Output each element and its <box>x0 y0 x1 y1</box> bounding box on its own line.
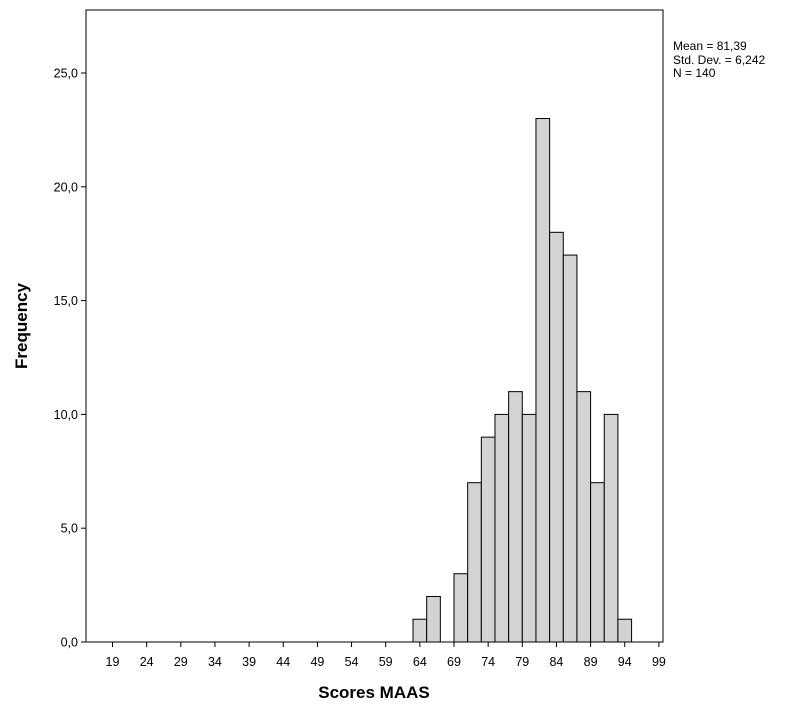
mean-stat: Mean = 81,39 <box>673 39 747 53</box>
x-tick-label: 34 <box>208 655 222 669</box>
x-tick-label: 24 <box>140 655 154 669</box>
x-tick-label: 69 <box>447 655 461 669</box>
histogram-bar <box>535 118 551 643</box>
std-dev-stat: Std. Dev. = 6,242 <box>673 52 766 67</box>
y-tick-label: 0,0 <box>61 636 78 650</box>
x-tick-label: 84 <box>549 655 563 669</box>
histogram-bar <box>590 482 605 643</box>
histogram-bar <box>412 618 428 643</box>
x-tick-label: 94 <box>618 655 632 669</box>
x-axis: 19 24 29 34 39 44 49 54 59 64 69 74 79 84 89 94 99 <box>106 642 666 669</box>
x-tick-label: 39 <box>242 655 256 669</box>
x-tick-label: 74 <box>481 655 495 669</box>
histogram-bar <box>603 413 619 643</box>
histogram-bar <box>617 618 633 643</box>
x-tick-label: 59 <box>379 655 393 669</box>
x-tick-label: 99 <box>652 655 666 669</box>
summary-statistics: Mean = 81,39 Std. Dev. = 6,242 N = 140 <box>673 39 766 81</box>
histogram-bar <box>494 413 510 643</box>
histogram-bar <box>576 391 592 643</box>
histogram-bar <box>549 231 564 643</box>
histogram-bar <box>508 391 523 643</box>
y-tick-label: 5,0 <box>61 522 78 536</box>
histogram-bar <box>521 413 537 643</box>
x-tick-label: 54 <box>345 655 359 669</box>
histogram-bar <box>426 595 441 643</box>
histogram-bar <box>453 573 469 643</box>
x-tick-label: 44 <box>276 655 290 669</box>
n-stat: N = 140 <box>673 66 716 80</box>
x-tick-label: 49 <box>310 655 324 669</box>
x-tick-label: 64 <box>413 655 427 669</box>
y-axis: 0,0 5,0 10,0 15,0 20,0 25,0 <box>54 67 86 650</box>
bars-group <box>412 118 633 643</box>
histogram-bar <box>562 254 578 643</box>
x-tick-label: 29 <box>174 655 188 669</box>
histogram-bar <box>467 482 482 643</box>
y-axis-title: Frequency <box>12 282 31 369</box>
x-axis-title: Scores MAAS <box>318 683 429 702</box>
y-tick-label: 10,0 <box>54 408 78 422</box>
y-tick-label: 20,0 <box>54 180 78 194</box>
x-tick-label: 89 <box>584 655 598 669</box>
histogram-bar <box>480 436 496 643</box>
x-tick-label: 79 <box>515 655 529 669</box>
y-tick-label: 15,0 <box>54 294 78 308</box>
y-tick-label: 25,0 <box>54 67 78 81</box>
x-tick-label: 19 <box>106 655 120 669</box>
